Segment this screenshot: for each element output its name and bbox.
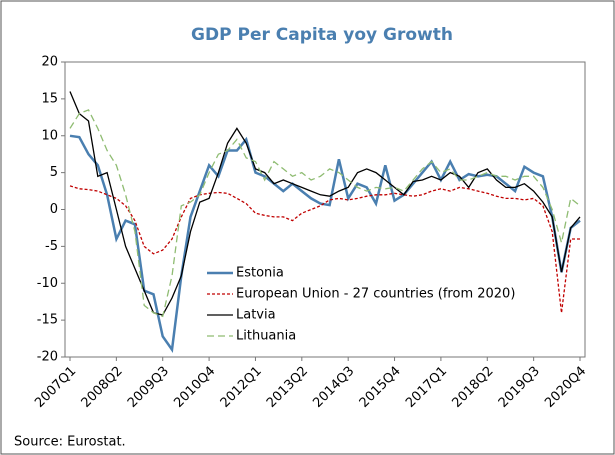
y-tick-label: -15	[37, 313, 58, 328]
legend-label: Estonia	[236, 266, 284, 281]
legend-label: Latvia	[236, 308, 276, 323]
source: Source: Eurostat.	[14, 435, 126, 450]
y-tick-label: 10	[41, 128, 58, 143]
y-tick-label: -5	[45, 239, 58, 254]
legend-label: European Union - 27 countries (from 2020…	[236, 287, 515, 302]
y-tick-label: -20	[37, 350, 58, 365]
y-tick-label: 15	[41, 91, 58, 106]
y-tick-label: 20	[41, 55, 58, 70]
y-tick-label: -10	[37, 276, 58, 291]
legend-label: Lithuania	[236, 329, 296, 344]
y-tick-label: 0	[50, 202, 58, 217]
chart-title: GDP Per Capita yoy Growth	[191, 25, 453, 45]
series-line	[69, 109, 581, 318]
y-tick-label: 5	[50, 165, 58, 180]
